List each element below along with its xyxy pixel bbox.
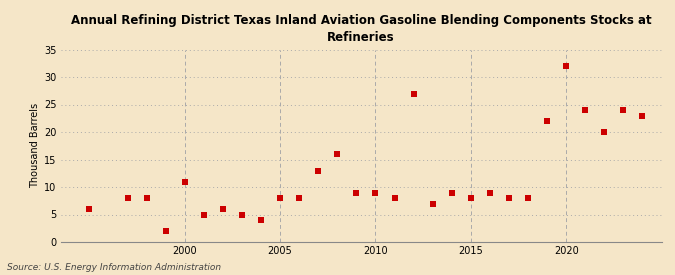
- Point: [141, 196, 152, 200]
- Point: [427, 201, 438, 206]
- Point: [236, 212, 247, 217]
- Point: [522, 196, 533, 200]
- Point: [160, 229, 171, 233]
- Text: Source: U.S. Energy Information Administration: Source: U.S. Energy Information Administ…: [7, 263, 221, 272]
- Point: [465, 196, 476, 200]
- Point: [351, 190, 362, 195]
- Point: [599, 130, 610, 134]
- Point: [46, 179, 57, 184]
- Point: [256, 218, 267, 222]
- Point: [370, 190, 381, 195]
- Point: [561, 64, 572, 68]
- Point: [275, 196, 286, 200]
- Point: [541, 119, 552, 123]
- Title: Annual Refining District Texas Inland Aviation Gasoline Blending Components Stoc: Annual Refining District Texas Inland Av…: [71, 14, 651, 44]
- Point: [198, 212, 209, 217]
- Point: [446, 190, 457, 195]
- Point: [180, 179, 190, 184]
- Y-axis label: Thousand Barrels: Thousand Barrels: [30, 103, 40, 188]
- Point: [389, 196, 400, 200]
- Point: [217, 207, 228, 211]
- Point: [332, 152, 343, 156]
- Point: [294, 196, 304, 200]
- Point: [485, 190, 495, 195]
- Point: [504, 196, 514, 200]
- Point: [313, 168, 323, 173]
- Point: [618, 108, 628, 112]
- Point: [122, 196, 133, 200]
- Point: [408, 91, 419, 96]
- Point: [580, 108, 591, 112]
- Point: [637, 113, 648, 118]
- Point: [84, 207, 95, 211]
